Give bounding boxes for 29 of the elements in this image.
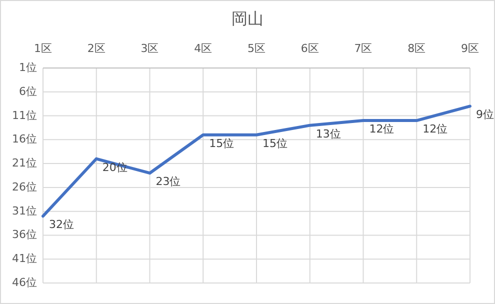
x-tick-label: 7区 <box>354 42 372 55</box>
data-label: 32位 <box>49 218 74 232</box>
y-tick-label: 46位 <box>12 276 37 290</box>
x-tick-label: 9区 <box>461 42 479 55</box>
y-tick-label: 1位 <box>19 61 37 74</box>
data-label: 9位 <box>476 108 494 122</box>
y-tick-label: 21位 <box>12 156 37 170</box>
y-tick-label: 36位 <box>12 228 37 242</box>
x-tick-label: 6区 <box>300 42 319 55</box>
y-tick-label: 26位 <box>12 180 37 194</box>
data-label: 12位 <box>422 122 448 136</box>
x-tick-label: 8区 <box>408 42 426 55</box>
x-tick-label: 3区 <box>140 42 159 55</box>
data-label: 15位 <box>262 136 288 150</box>
data-label: 15位 <box>209 136 234 150</box>
x-tick-label: 4区 <box>194 42 212 55</box>
data-label: 23位 <box>156 175 181 188</box>
line-series <box>42 104 472 218</box>
y-tick-label: 41位 <box>12 252 37 266</box>
x-tick-label: 5区 <box>248 42 266 55</box>
x-tick-label: 2区 <box>87 42 106 55</box>
data-label: 12位 <box>369 122 394 136</box>
data-label: 13位 <box>316 127 341 140</box>
y-tick-label: 6位 <box>19 84 37 98</box>
y-tick-label: 16位 <box>12 132 37 146</box>
y-tick-label: 31位 <box>12 204 37 218</box>
chart-title: 岡山 <box>232 9 264 28</box>
x-tick-label: 1区 <box>34 42 52 55</box>
y-tick-label: 11位 <box>12 108 37 122</box>
